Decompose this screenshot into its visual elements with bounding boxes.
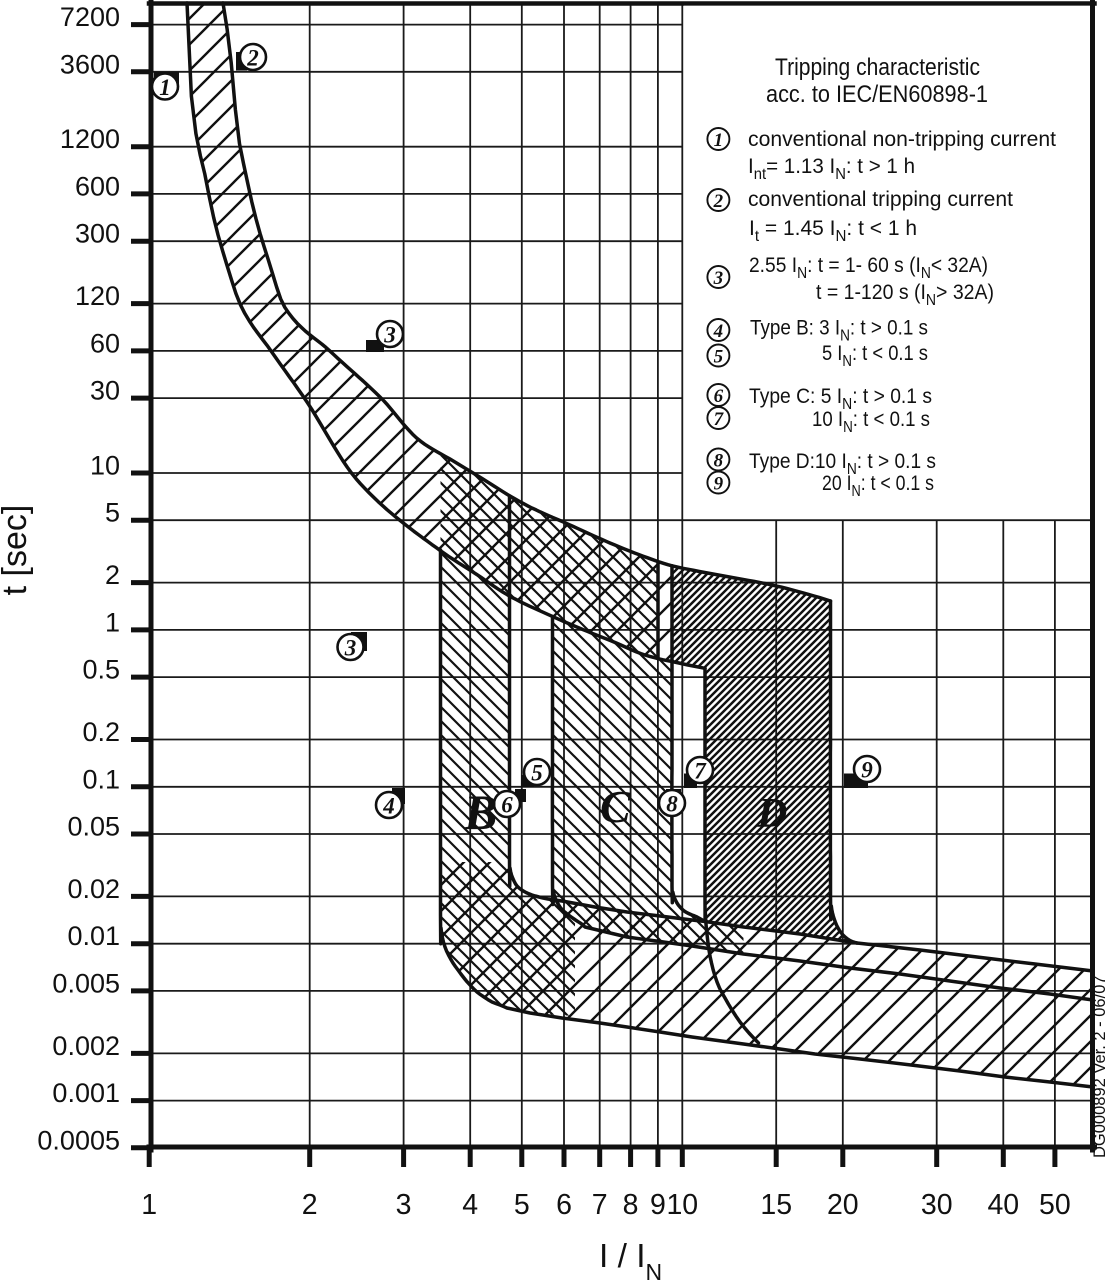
svg-text:Tripping characteristic: Tripping characteristic <box>775 54 980 81</box>
svg-text:0.001: 0.001 <box>52 1078 120 1108</box>
svg-text:40: 40 <box>987 1189 1019 1221</box>
svg-text:B: B <box>463 784 497 840</box>
svg-text:5 IN: t < 0.1 s: 5 IN: t < 0.1 s <box>822 341 928 370</box>
svg-text:8: 8 <box>714 450 724 471</box>
svg-text:30: 30 <box>921 1189 953 1221</box>
svg-text:4: 4 <box>462 1189 478 1221</box>
svg-text:0.01: 0.01 <box>67 921 120 951</box>
svg-text:2: 2 <box>713 191 724 212</box>
svg-text:Type B: 3 IN: t > 0.1 s: Type B: 3 IN: t > 0.1 s <box>750 316 928 345</box>
svg-text:7: 7 <box>714 409 725 430</box>
svg-text:acc. to IEC/EN60898-1: acc. to IEC/EN60898-1 <box>766 81 988 108</box>
svg-text:3: 3 <box>383 322 396 347</box>
svg-text:60: 60 <box>90 328 120 358</box>
svg-text:8: 8 <box>623 1189 639 1221</box>
svg-text:t [sec]: t [sec] <box>0 505 34 596</box>
svg-text:9: 9 <box>861 757 873 782</box>
svg-text:0.002: 0.002 <box>52 1031 120 1061</box>
svg-text:7: 7 <box>592 1189 608 1221</box>
svg-text:6: 6 <box>501 792 513 817</box>
svg-text:3: 3 <box>713 268 724 289</box>
svg-text:1: 1 <box>714 130 724 151</box>
svg-text:20 IN: t < 0.1 s: 20 IN: t < 0.1 s <box>822 471 934 500</box>
svg-text:4: 4 <box>713 321 724 342</box>
svg-text:10: 10 <box>90 451 120 481</box>
svg-text:D: D <box>756 791 787 837</box>
svg-text:1: 1 <box>141 1189 157 1221</box>
svg-text:7200: 7200 <box>60 2 120 32</box>
svg-text:30: 30 <box>90 376 120 406</box>
svg-text:Type D:10 IN: t > 0.1 s: Type D:10 IN: t > 0.1 s <box>749 449 936 478</box>
svg-text:Type C: 5 IN: t > 0.1 s: Type C: 5 IN: t > 0.1 s <box>749 384 932 413</box>
svg-text:2: 2 <box>302 1189 318 1221</box>
svg-text:1200: 1200 <box>60 124 120 154</box>
svg-text:5: 5 <box>514 1189 530 1221</box>
svg-text:600: 600 <box>75 171 120 201</box>
svg-text:It = 1.45 IN: t < 1 h: It = 1.45 IN: t < 1 h <box>749 216 917 245</box>
svg-text:0.1: 0.1 <box>82 764 120 794</box>
svg-text:C: C <box>600 781 632 832</box>
svg-text:5: 5 <box>531 760 543 785</box>
svg-text:0.2: 0.2 <box>82 717 120 747</box>
svg-text:0.05: 0.05 <box>67 812 120 842</box>
svg-text:2: 2 <box>246 45 259 70</box>
svg-text:10: 10 <box>666 1189 698 1221</box>
svg-text:DG000892 Ver. 2 - 06/07: DG000892 Ver. 2 - 06/07 <box>1091 975 1109 1158</box>
svg-text:300: 300 <box>75 219 120 249</box>
svg-text:5: 5 <box>714 346 724 367</box>
svg-text:6: 6 <box>556 1189 572 1221</box>
svg-text:0.0005: 0.0005 <box>37 1125 120 1155</box>
svg-text:6: 6 <box>714 386 724 407</box>
svg-text:10 IN: t < 0.1 s: 10 IN: t < 0.1 s <box>812 407 930 436</box>
svg-text:0.02: 0.02 <box>67 874 120 904</box>
svg-text:50: 50 <box>1039 1189 1071 1221</box>
svg-text:15: 15 <box>760 1189 792 1221</box>
svg-text:120: 120 <box>75 281 120 311</box>
svg-text:1: 1 <box>159 75 171 100</box>
svg-text:2: 2 <box>105 560 120 590</box>
svg-text:3: 3 <box>344 635 357 660</box>
svg-text:8: 8 <box>666 791 678 816</box>
svg-text:7: 7 <box>694 758 707 783</box>
svg-text:0.5: 0.5 <box>82 655 120 685</box>
svg-text:1: 1 <box>105 607 120 637</box>
svg-text:20: 20 <box>827 1189 859 1221</box>
svg-text:conventional tripping current: conventional tripping current <box>748 187 1013 211</box>
svg-text:conventional non-tripping curr: conventional non-tripping current <box>748 127 1056 151</box>
svg-text:9: 9 <box>650 1189 666 1221</box>
svg-text:0.005: 0.005 <box>52 968 120 998</box>
svg-text:9: 9 <box>714 473 724 494</box>
svg-text:4: 4 <box>382 793 395 818</box>
svg-text:3600: 3600 <box>60 49 120 79</box>
svg-text:Int= 1.13 IN: t > 1 h: Int= 1.13 IN: t > 1 h <box>748 154 915 183</box>
svg-text:5: 5 <box>105 498 120 528</box>
svg-text:3: 3 <box>396 1189 412 1221</box>
svg-text:2.55 IN: t = 1- 60 s (IN< 32A): 2.55 IN: t = 1- 60 s (IN< 32A) <box>749 253 988 282</box>
svg-text:t = 1-120 s (IN> 32A): t = 1-120 s (IN> 32A) <box>816 280 994 309</box>
